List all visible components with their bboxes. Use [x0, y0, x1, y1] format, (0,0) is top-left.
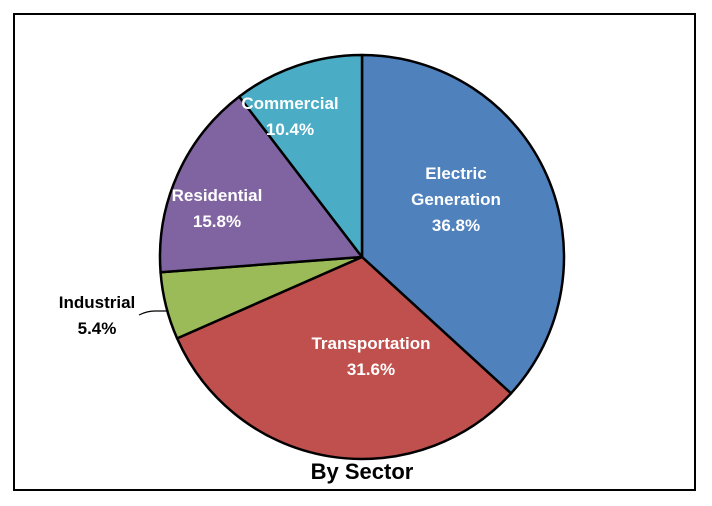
- pie-labels: Electric Generation 36.8% Transportation 31.…: [59, 94, 501, 379]
- data-label-electric-generation: Electric Generation 36.8%: [411, 164, 501, 235]
- industrial-leader-line: [138, 310, 167, 316]
- pie-slices: [158, 53, 566, 461]
- pie-chart: Electric Generation 36.8% Transportation 31.…: [59, 53, 566, 484]
- pie-slice-electric-generation: [360, 53, 566, 395]
- data-label-industrial: Industrial 5.4%: [59, 293, 136, 338]
- pie-slice-residential: [158, 95, 364, 274]
- data-label-transportation: Transportation 31.6%: [311, 334, 430, 379]
- pie-slice-commercial: [237, 53, 364, 259]
- pie-slice-transportation: [175, 255, 513, 461]
- chart-title: By Sector: [311, 459, 414, 484]
- data-label-residential: Residential 15.8%: [172, 186, 263, 231]
- data-label-commercial: Commercial 10.4%: [241, 94, 338, 139]
- chart-frame: Electric Generation 36.8% Transportation 31.…: [13, 13, 696, 491]
